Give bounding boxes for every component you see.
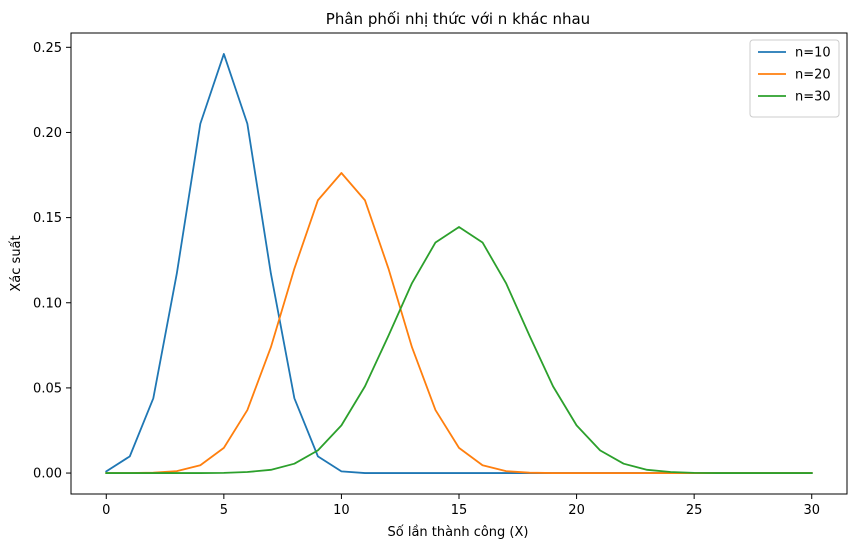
y-axis-label: Xác suất xyxy=(9,235,24,291)
x-tick-label: 10 xyxy=(333,503,350,518)
series-line-n10 xyxy=(105,53,813,474)
y-tick-label: 0.05 xyxy=(33,381,62,396)
legend-label: n=10 xyxy=(795,46,831,61)
plot-frame xyxy=(70,32,848,495)
x-tick-label: 15 xyxy=(451,503,468,518)
x-tick-label: 25 xyxy=(686,503,703,518)
y-tick-label: 0.15 xyxy=(33,211,62,226)
y-tick-label: 0.10 xyxy=(33,296,62,311)
y-axis: 0.00 0.05 0.10 0.15 0.20 0.25 xyxy=(33,41,71,482)
series-line-n20 xyxy=(105,172,813,474)
series-line-n30 xyxy=(105,226,813,474)
legend: n=10 n=20 n=30 xyxy=(749,39,840,118)
x-axis-label: Số lần thành công (X) xyxy=(388,525,529,540)
chart-title: Phân phối nhị thức với n khác nhau xyxy=(326,10,590,28)
x-tick-label: 5 xyxy=(220,503,228,518)
y-tick-label: 0.00 xyxy=(33,467,62,482)
legend-label: n=30 xyxy=(795,90,831,105)
x-tick-label: 30 xyxy=(803,503,820,518)
legend-label: n=20 xyxy=(795,68,831,83)
y-tick-label: 0.25 xyxy=(33,41,62,56)
series-lines xyxy=(105,53,813,474)
x-tick-label: 0 xyxy=(102,503,110,518)
y-tick-label: 0.20 xyxy=(33,126,62,141)
x-tick-label: 20 xyxy=(568,503,585,518)
legend-box xyxy=(749,39,840,118)
x-axis: 0 5 10 15 20 25 30 xyxy=(102,494,820,518)
